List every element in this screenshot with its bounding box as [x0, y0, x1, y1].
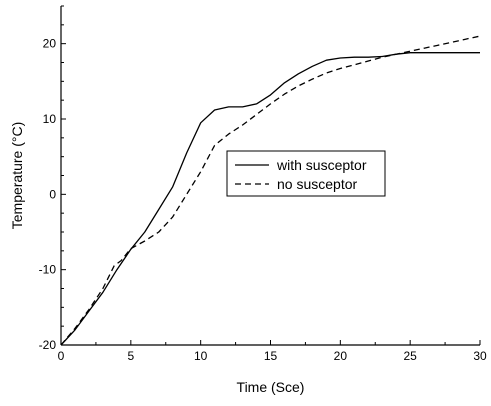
x-tick-label: 25 — [403, 349, 417, 363]
x-tick-label: 5 — [127, 349, 134, 363]
x-tick-label: 10 — [194, 349, 208, 363]
legend-label: with susceptor — [276, 157, 367, 173]
x-tick-label: 30 — [473, 349, 487, 363]
y-tick-label: -20 — [39, 338, 57, 352]
x-tick-label: 0 — [58, 349, 65, 363]
legend: with susceptor no susceptor — [226, 150, 386, 197]
x-axis-label: Time (Sce) — [237, 379, 305, 395]
y-tick-label: -10 — [39, 263, 57, 277]
x-tick-label: 15 — [264, 349, 278, 363]
series-line-with-susceptor — [60, 52, 480, 346]
series-line-no-susceptor — [60, 35, 481, 346]
y-tick-label: 10 — [43, 112, 57, 126]
legend-box — [226, 150, 386, 197]
y-tick-label: 20 — [43, 37, 57, 51]
legend-label: no susceptor — [277, 176, 357, 192]
axis-ticks: 0 5 10 15 20 25 30 -20 -10 0 10 20 — [39, 5, 487, 363]
series-lines — [60, 35, 481, 346]
y-axis-label: Temperature (°C) — [9, 122, 25, 230]
y-tick-label: 0 — [49, 187, 56, 201]
plot-area: 0 5 10 15 20 25 30 -20 -10 0 10 20 — [39, 5, 487, 363]
x-tick-label: 20 — [334, 349, 348, 363]
